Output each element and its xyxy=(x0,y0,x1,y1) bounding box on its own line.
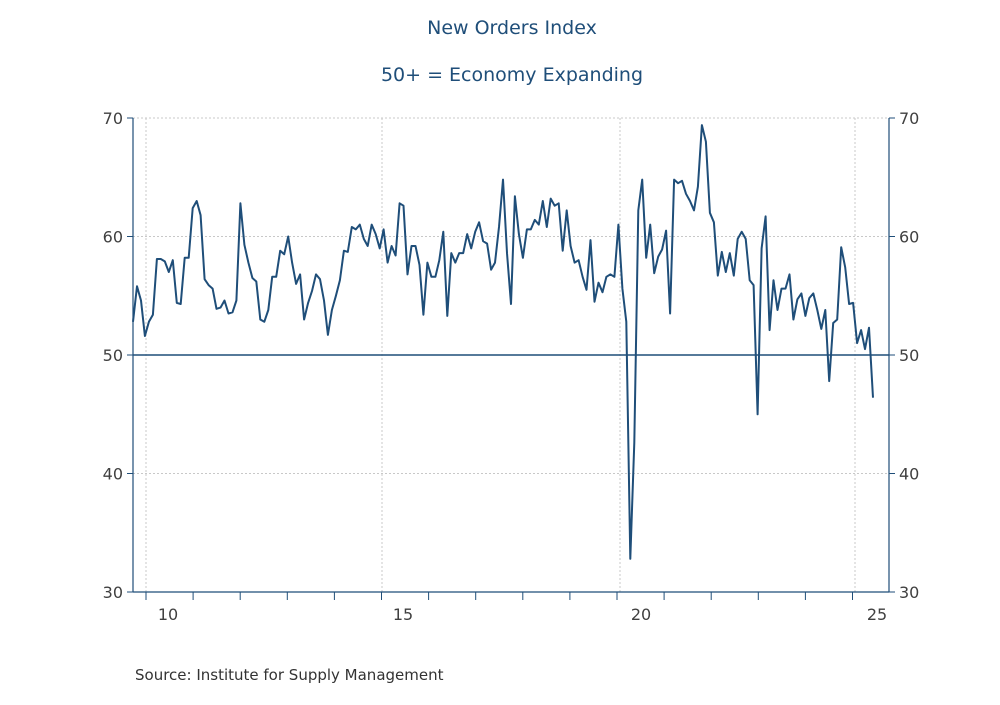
x-tick-label: 15 xyxy=(393,605,413,624)
y-tick-label-left: 40 xyxy=(103,465,123,484)
x-tick-label: 20 xyxy=(631,605,651,624)
y-tick-label-left: 50 xyxy=(103,346,123,365)
y-tick-label-right: 70 xyxy=(899,109,919,128)
y-tick-label-right: 50 xyxy=(899,346,919,365)
series-line-new-orders xyxy=(132,124,874,560)
chart-title: New Orders Index xyxy=(427,17,597,39)
y-tick-label-right: 30 xyxy=(899,583,919,602)
y-tick-label-left: 30 xyxy=(103,583,123,602)
chart-subtitle: 50+ = Economy Expanding xyxy=(380,64,644,86)
y-tick-label-left: 60 xyxy=(103,228,123,247)
y-tick-label-right: 40 xyxy=(899,465,919,484)
y-tick-label-right: 60 xyxy=(899,228,919,247)
x-tick-label: 10 xyxy=(158,605,178,624)
y-tick-label-left: 70 xyxy=(103,109,123,128)
x-tick-label: 25 xyxy=(867,605,887,624)
source-note: Source: Institute for Supply Management xyxy=(135,666,444,684)
